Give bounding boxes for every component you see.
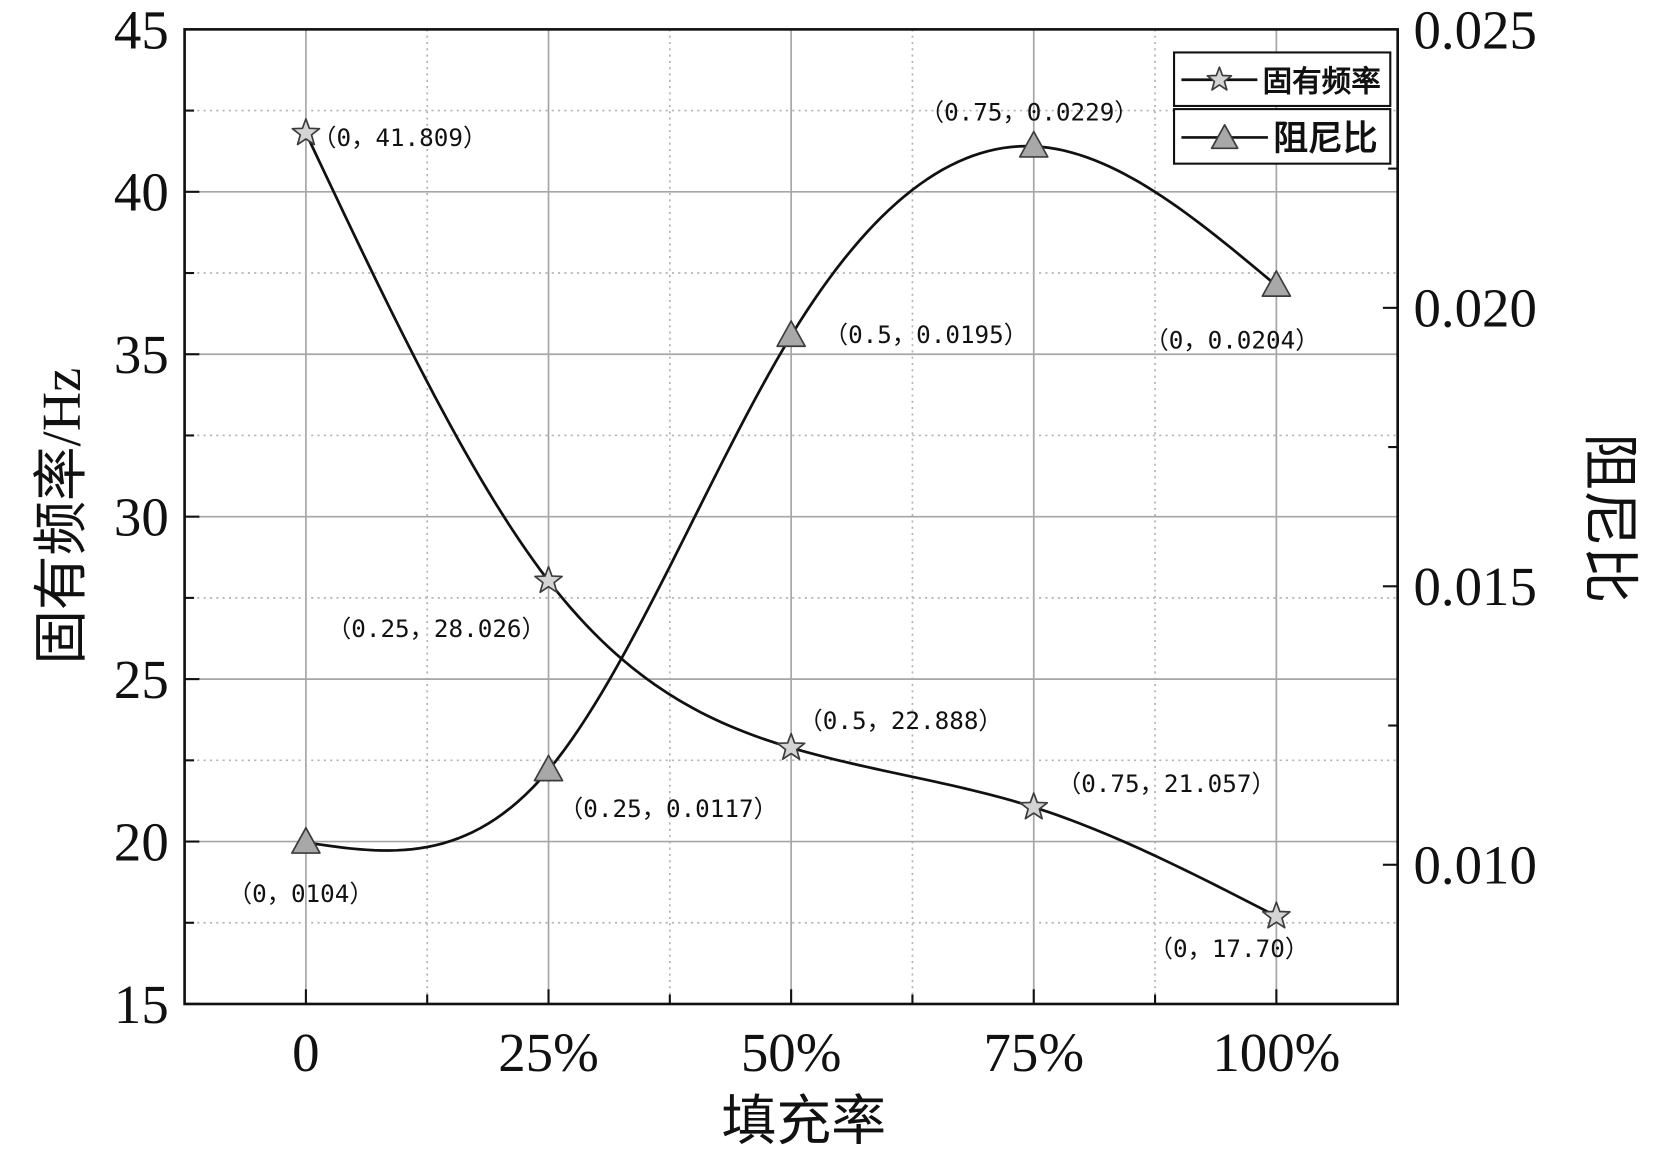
- right-y-tick-label: 0.010: [1413, 835, 1536, 896]
- data-label: （0.5，22.888）: [799, 707, 1003, 735]
- left-y-tick-label: 25: [114, 649, 169, 710]
- right-y-tick-label: 0.015: [1413, 556, 1536, 617]
- right-y-tick-label: 0.025: [1413, 0, 1536, 60]
- natural-frequency-marker: [534, 565, 563, 594]
- natural-frequency-marker: [291, 118, 321, 146]
- plot-frame: [183, 28, 1399, 1006]
- left-y-tick-label: 40: [114, 162, 169, 223]
- left-y-tick-label: 15: [114, 974, 169, 1035]
- legend-item-damping-ratio: 阻尼比: [1172, 108, 1392, 165]
- legend-item-natural-frequency: 固有频率: [1172, 51, 1392, 108]
- star-icon: [1206, 66, 1233, 91]
- damping-ratio-marker: [776, 320, 807, 348]
- data-label: （0，0104）: [228, 880, 374, 908]
- left-y-tick-label: 45: [114, 0, 169, 60]
- damping-ratio-marker: [291, 826, 321, 854]
- data-label: （0，41.809）: [312, 124, 487, 152]
- legend: 固有频率 阻尼比: [1172, 51, 1392, 165]
- right-y-tick-label: 0.020: [1413, 278, 1536, 339]
- data-label: （0.25，28.026）: [327, 615, 546, 643]
- legend-box: [1172, 51, 1392, 108]
- x-tick-label: 0: [292, 1022, 319, 1083]
- damping-ratio-marker: [1018, 130, 1049, 158]
- grid: [184, 29, 1398, 1004]
- x-tick-label: 25%: [498, 1022, 599, 1083]
- tick-labels: 0 25% 50% 75% 100% 45 40 35 30 25 20 15 0.025 0.020 0.…: [114, 0, 1537, 1083]
- natural-frequency-data-labels: （0，41.809） （0.25，28.026） （0.5，22.888） （0…: [312, 124, 1309, 963]
- data-label: （0，0.0204）: [1145, 326, 1320, 354]
- right-y-axis-title: 阻尼比: [1578, 433, 1641, 603]
- left-y-axis-title: 固有频率/Hz: [31, 368, 92, 665]
- left-y-tick-label: 35: [114, 324, 169, 385]
- x-tick-label: 75%: [983, 1022, 1084, 1083]
- data-label: （0.75，21.057）: [1057, 770, 1276, 798]
- damping-ratio-marker: [1261, 270, 1292, 297]
- data-label: （0，17.70）: [1149, 935, 1309, 963]
- left-y-tick-label: 30: [114, 487, 169, 548]
- legend-label: 固有频率: [1263, 64, 1381, 98]
- data-label: （0.5，0.0195）: [824, 321, 1028, 349]
- natural-frequency-marker: [776, 732, 806, 761]
- x-tick-label: 50%: [741, 1022, 842, 1083]
- legend-label: 阻尼比: [1273, 119, 1377, 159]
- left-y-tick-label: 20: [114, 812, 169, 873]
- series-markers: [291, 118, 1292, 929]
- data-label: （0.75，0.0229）: [920, 99, 1139, 127]
- data-label: （0.25，0.0117）: [559, 795, 778, 823]
- damping-ratio-marker: [533, 754, 564, 782]
- x-axis-title: 填充率: [722, 1090, 887, 1151]
- x-tick-label: 100%: [1212, 1022, 1340, 1083]
- tick-marks: [184, 28, 1398, 1006]
- triangle-icon: [1210, 124, 1239, 150]
- damping-ratio-data-labels: （0，0104） （0.25，0.0117） （0.5，0.0195） （0.7…: [228, 99, 1320, 908]
- natural-frequency-marker: [1261, 901, 1291, 929]
- natural-frequency-marker: [1019, 792, 1049, 820]
